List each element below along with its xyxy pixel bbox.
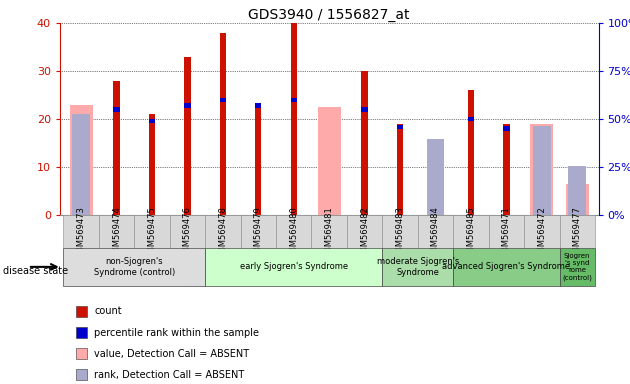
Bar — [134, 215, 169, 248]
Bar — [205, 248, 382, 286]
Bar — [290, 98, 297, 102]
Text: GSM569474: GSM569474 — [112, 206, 121, 257]
Text: advanced Sjogren's Syndrome: advanced Sjogren's Syndrome — [442, 262, 570, 271]
Text: GSM569476: GSM569476 — [183, 206, 192, 257]
Text: GSM569482: GSM569482 — [360, 206, 369, 257]
Bar — [99, 215, 134, 248]
Bar — [311, 215, 347, 248]
Bar — [149, 114, 155, 215]
Bar — [184, 56, 191, 215]
Text: GSM569479: GSM569479 — [254, 206, 263, 257]
Bar — [418, 215, 453, 248]
Bar — [362, 107, 368, 112]
Bar — [255, 104, 261, 215]
Bar — [467, 90, 474, 215]
Text: GSM569471: GSM569471 — [502, 206, 511, 257]
Bar — [72, 115, 90, 215]
Text: GSM569483: GSM569483 — [396, 206, 404, 257]
Text: GSM569473: GSM569473 — [77, 206, 86, 257]
Bar — [503, 126, 510, 131]
Text: percentile rank within the sample: percentile rank within the sample — [94, 328, 260, 338]
Bar — [113, 81, 120, 215]
Bar — [290, 23, 297, 215]
Text: GSM569484: GSM569484 — [431, 206, 440, 257]
Text: disease state: disease state — [3, 266, 68, 276]
Bar — [382, 215, 418, 248]
Bar — [453, 215, 489, 248]
Bar — [453, 248, 559, 286]
Bar — [205, 215, 241, 248]
Bar — [489, 215, 524, 248]
Bar — [169, 215, 205, 248]
Text: early Sjogren's Syndrome: early Sjogren's Syndrome — [239, 262, 348, 271]
Bar — [568, 166, 586, 168]
Bar — [533, 126, 551, 128]
Text: rank, Detection Call = ABSENT: rank, Detection Call = ABSENT — [94, 370, 244, 380]
Text: count: count — [94, 306, 122, 316]
Bar — [559, 248, 595, 286]
Bar — [559, 215, 595, 248]
Bar — [362, 71, 368, 215]
Text: moderate Sjogren's
Syndrome: moderate Sjogren's Syndrome — [377, 257, 459, 276]
Bar — [64, 215, 99, 248]
Bar — [427, 139, 444, 141]
Bar — [318, 107, 341, 215]
Bar — [64, 248, 205, 286]
Bar — [467, 117, 474, 121]
Bar — [533, 127, 551, 215]
Bar — [427, 140, 444, 215]
Text: GSM569481: GSM569481 — [324, 206, 334, 257]
Text: GSM569475: GSM569475 — [147, 206, 156, 257]
Bar — [149, 119, 155, 123]
Bar — [568, 167, 586, 215]
Text: value, Detection Call = ABSENT: value, Detection Call = ABSENT — [94, 349, 249, 359]
Text: GSM569472: GSM569472 — [537, 206, 546, 257]
Bar — [530, 124, 553, 215]
Text: GSM569477: GSM569477 — [573, 206, 581, 257]
Bar — [566, 184, 589, 215]
Bar — [220, 98, 226, 102]
Text: GSM569478: GSM569478 — [219, 206, 227, 257]
Bar — [397, 124, 403, 129]
Bar — [382, 248, 453, 286]
Bar — [255, 103, 261, 108]
Bar — [69, 104, 93, 215]
Bar — [220, 33, 226, 215]
Bar — [72, 114, 90, 116]
Title: GDS3940 / 1556827_at: GDS3940 / 1556827_at — [248, 8, 410, 22]
Bar — [524, 215, 559, 248]
Text: GSM569485: GSM569485 — [466, 206, 476, 257]
Text: non-Sjogren's
Syndrome (control): non-Sjogren's Syndrome (control) — [94, 257, 175, 276]
Text: Sjogren
's synd
rome
(control): Sjogren 's synd rome (control) — [563, 253, 592, 281]
Bar — [276, 215, 311, 248]
Text: GSM569480: GSM569480 — [289, 206, 298, 257]
Bar — [241, 215, 276, 248]
Bar — [347, 215, 382, 248]
Bar — [113, 107, 120, 112]
Bar — [184, 103, 191, 108]
Bar — [503, 124, 510, 215]
Bar — [397, 124, 403, 215]
